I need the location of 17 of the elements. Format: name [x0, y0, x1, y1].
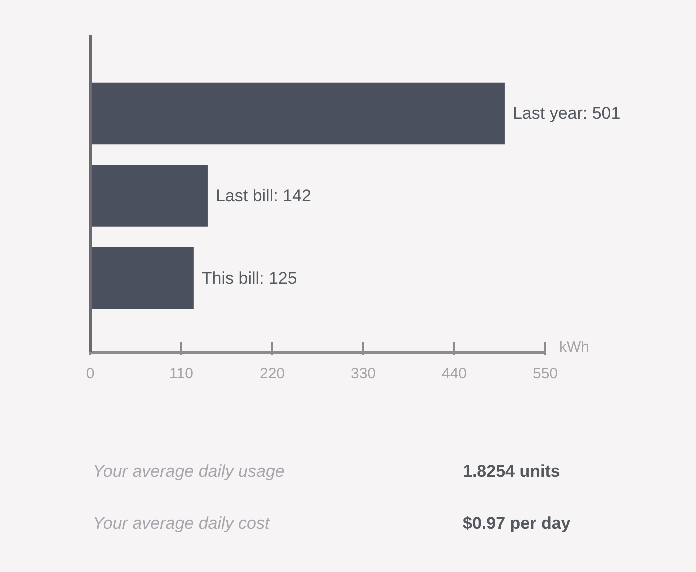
x-tick-label: 330 — [350, 366, 376, 382]
text: $0.97 per day — [463, 513, 572, 536]
x-tick-label: 220 — [260, 366, 286, 382]
data-label: Last bill: 142 — [216, 186, 312, 206]
x-tick-label: 110 — [170, 366, 194, 382]
x-axis-title: kWh — [560, 339, 590, 356]
data-label: This bill: 125 — [202, 268, 298, 288]
text: Your average daily cost — [93, 513, 272, 536]
bar — [90, 165, 208, 227]
x-tick-label: 440 — [442, 366, 468, 382]
bar — [90, 82, 505, 145]
data-label: Last year: 501 — [512, 104, 621, 124]
bar — [90, 248, 194, 310]
text: Your average daily usage — [93, 461, 286, 483]
x-tick-label: 0 — [86, 366, 95, 382]
x-tick-label: 550 — [532, 366, 558, 382]
text: 1.8254 units — [463, 461, 562, 483]
